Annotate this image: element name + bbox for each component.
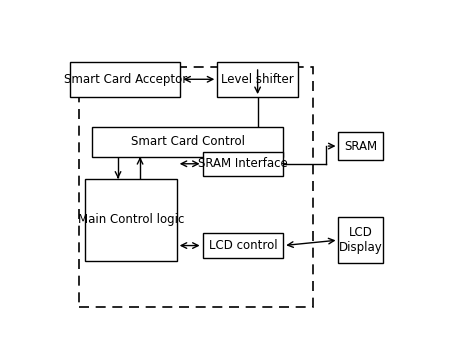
Bar <box>92 127 283 157</box>
Bar <box>217 62 298 97</box>
Bar <box>85 179 177 261</box>
Text: LCD
Display: LCD Display <box>338 226 383 254</box>
Text: Smart Card Acceptor: Smart Card Acceptor <box>64 73 187 86</box>
Text: LCD control: LCD control <box>209 239 277 252</box>
Text: SRAM Interface: SRAM Interface <box>198 157 288 170</box>
Text: Main Control logic: Main Control logic <box>78 213 184 226</box>
Bar <box>70 62 181 97</box>
Bar <box>338 217 383 263</box>
Text: Smart Card Control: Smart Card Control <box>131 136 245 148</box>
Bar <box>80 67 313 307</box>
Bar <box>202 152 283 176</box>
Bar <box>202 233 283 258</box>
Text: SRAM: SRAM <box>344 139 377 153</box>
Bar <box>338 132 383 160</box>
Text: Level shifter: Level shifter <box>221 73 294 86</box>
